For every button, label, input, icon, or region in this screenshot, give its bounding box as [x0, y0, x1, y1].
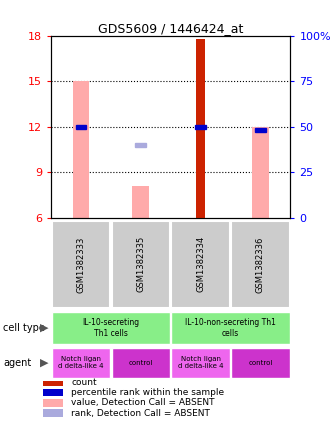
- Text: percentile rank within the sample: percentile rank within the sample: [71, 388, 224, 397]
- Text: control: control: [248, 360, 273, 366]
- Bar: [132, 186, 149, 218]
- Bar: [76, 125, 86, 129]
- Text: agent: agent: [3, 358, 32, 368]
- FancyBboxPatch shape: [231, 348, 290, 378]
- Bar: [43, 389, 63, 396]
- Text: GSM1382333: GSM1382333: [77, 236, 85, 293]
- Bar: [196, 39, 205, 218]
- FancyBboxPatch shape: [112, 221, 170, 308]
- Bar: [136, 143, 146, 147]
- FancyBboxPatch shape: [171, 312, 290, 344]
- FancyBboxPatch shape: [112, 348, 170, 378]
- Text: GSM1382334: GSM1382334: [196, 236, 205, 292]
- Text: rank, Detection Call = ABSENT: rank, Detection Call = ABSENT: [71, 409, 210, 418]
- Bar: [195, 125, 206, 129]
- FancyBboxPatch shape: [52, 312, 170, 344]
- Bar: [43, 399, 63, 407]
- Text: Notch ligan
d delta-like 4: Notch ligan d delta-like 4: [58, 356, 104, 369]
- Text: GSM1382336: GSM1382336: [256, 236, 265, 293]
- Bar: [252, 127, 269, 218]
- Text: GSM1382335: GSM1382335: [136, 236, 146, 292]
- Text: IL-10-secreting
Th1 cells: IL-10-secreting Th1 cells: [82, 318, 140, 338]
- Text: value, Detection Call = ABSENT: value, Detection Call = ABSENT: [71, 398, 215, 407]
- Title: GDS5609 / 1446424_at: GDS5609 / 1446424_at: [98, 22, 244, 35]
- Text: ▶: ▶: [40, 358, 49, 368]
- FancyBboxPatch shape: [52, 221, 110, 308]
- Bar: [73, 81, 89, 218]
- Text: IL-10-non-secreting Th1
cells: IL-10-non-secreting Th1 cells: [185, 318, 276, 338]
- FancyBboxPatch shape: [231, 221, 290, 308]
- FancyBboxPatch shape: [171, 221, 230, 308]
- Text: cell type: cell type: [3, 323, 45, 333]
- Bar: [43, 409, 63, 417]
- FancyBboxPatch shape: [52, 348, 110, 378]
- Text: control: control: [129, 360, 153, 366]
- Bar: [43, 379, 63, 386]
- Text: Notch ligan
d delta-like 4: Notch ligan d delta-like 4: [178, 356, 223, 369]
- Text: ▶: ▶: [40, 323, 49, 333]
- FancyBboxPatch shape: [171, 348, 230, 378]
- Bar: [255, 128, 266, 132]
- Text: count: count: [71, 378, 97, 387]
